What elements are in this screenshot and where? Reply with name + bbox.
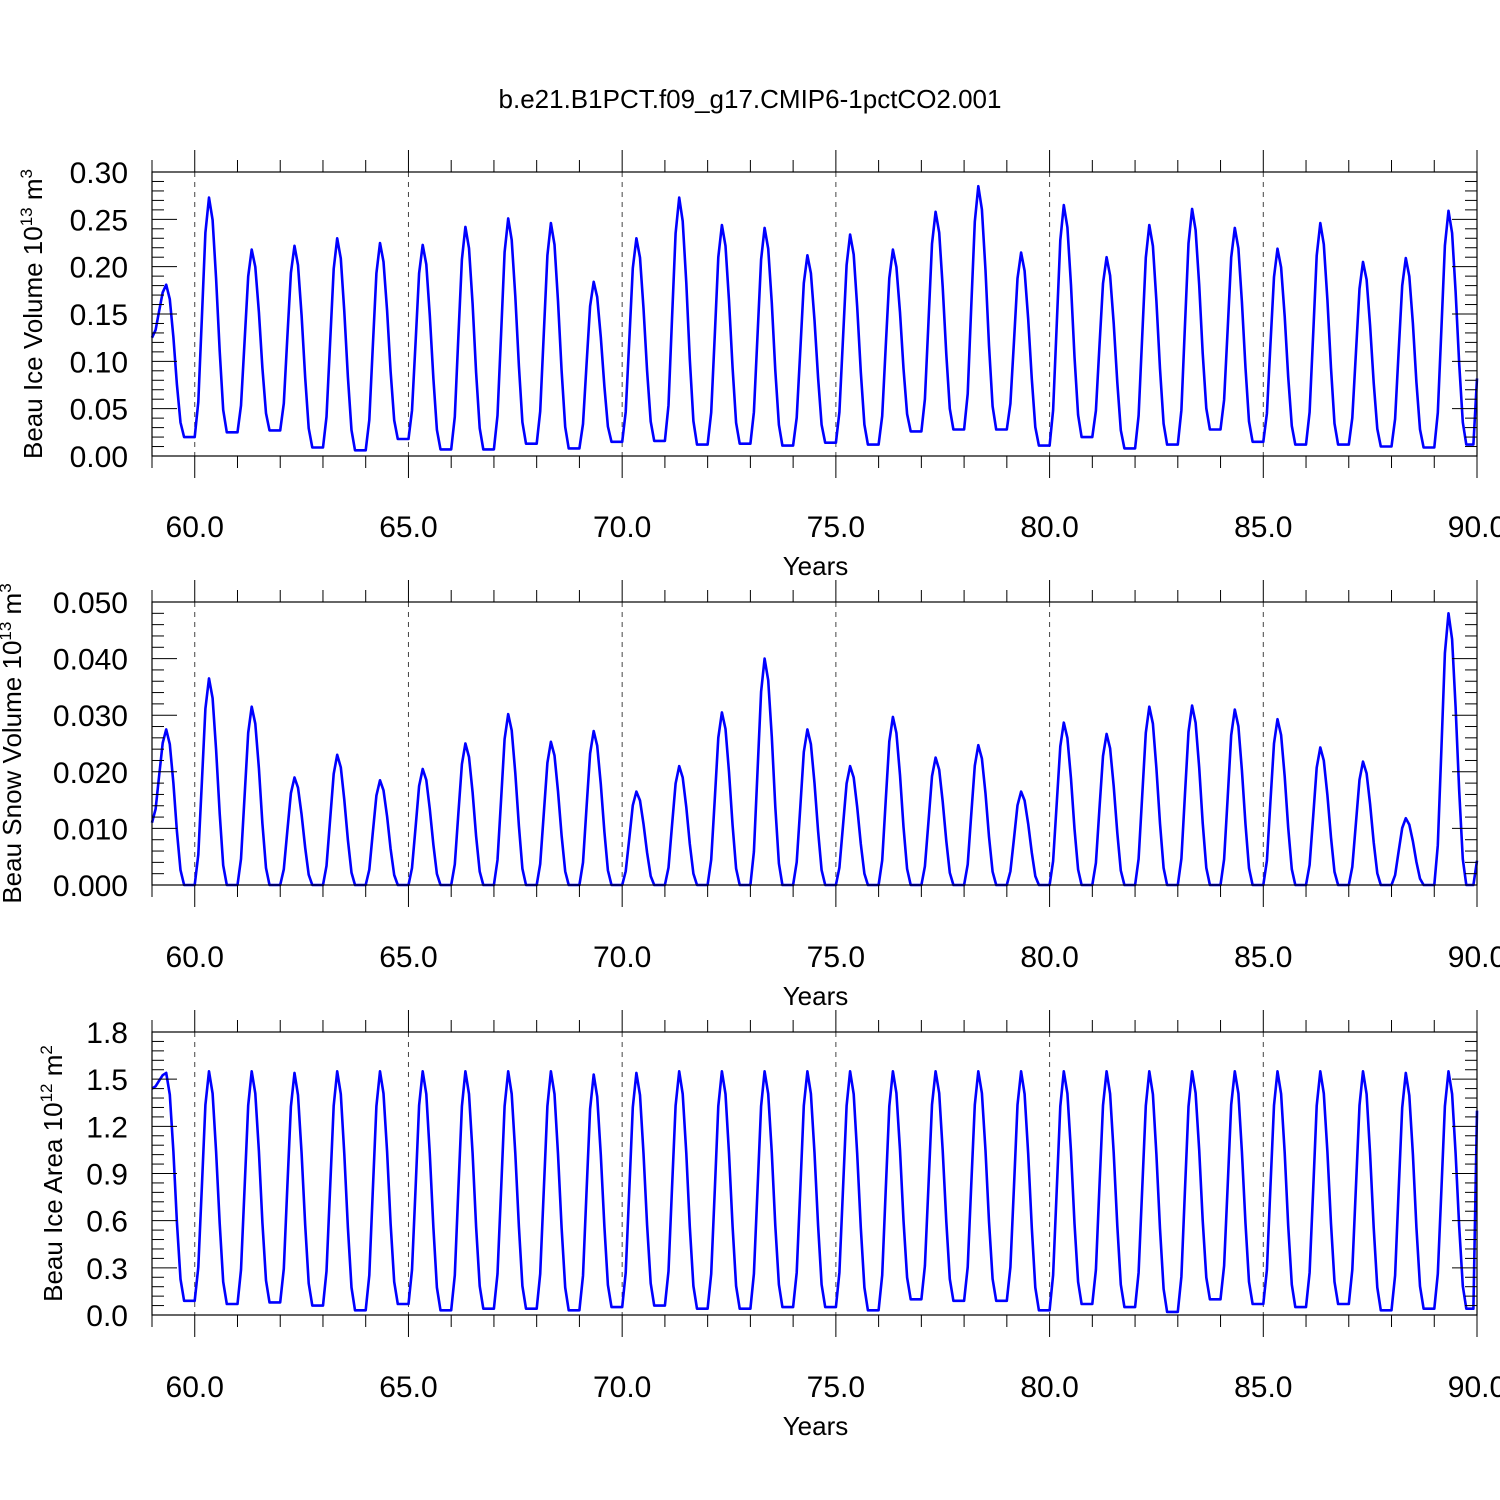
y-axis-label: Beau Snow Volume 1013 m3 [0, 583, 27, 903]
y-tick-label: 0.020 [53, 757, 128, 790]
y-tick-label: 0.030 [53, 700, 128, 733]
x-tick-label: 75.0 [807, 941, 865, 974]
x-tick-label: 65.0 [379, 941, 437, 974]
y-tick-label: 0.3 [86, 1253, 128, 1286]
y-tick-label: 1.5 [86, 1064, 128, 1097]
x-axis-label: Years [783, 551, 849, 581]
x-tick-label: 65.0 [379, 1371, 437, 1404]
x-tick-label: 85.0 [1234, 941, 1292, 974]
y-tick-label: 0.010 [53, 813, 128, 846]
y-tick-label: 0.30 [70, 157, 128, 190]
x-tick-label: 85.0 [1234, 1371, 1292, 1404]
series-line [150, 184, 1479, 452]
panel-1: 60.0 65.0 70.0 75.0 80.0 85.0 90.0 0.00 0.05 0.10… [17, 150, 1500, 581]
y-tick-label: 1.8 [86, 1017, 128, 1050]
y-tick-label: 1.2 [86, 1111, 128, 1144]
chart-title: b.e21.B1PCT.f09_g17.CMIP6-1pctCO2.001 [499, 84, 1002, 114]
x-tick-label: 90.0 [1448, 1371, 1500, 1404]
x-tick-label: 90.0 [1448, 511, 1500, 544]
panel-2: 60.0 65.0 70.0 75.0 80.0 85.0 90.0 0.000 0.010 0.… [0, 580, 1500, 1011]
x-tick-label: 85.0 [1234, 511, 1292, 544]
y-tick-label: 0.20 [70, 252, 128, 285]
y-axis-label: Beau Ice Volume 1013 m3 [17, 169, 48, 459]
y-tick-label: 0.10 [70, 346, 128, 379]
y-tick-label: 0.15 [70, 299, 128, 332]
x-tick-label: 65.0 [379, 511, 437, 544]
y-axis-label: Beau Ice Area 1012 m2 [37, 1045, 68, 1302]
x-tick-label: 70.0 [593, 1371, 651, 1404]
series-line [151, 1070, 1479, 1314]
y-tick-label: 0.050 [53, 587, 128, 620]
y-tick-label: 0.25 [70, 204, 128, 237]
x-tick-label: 70.0 [593, 941, 651, 974]
x-axis-label: Years [783, 1411, 849, 1441]
y-tick-label: 0.0 [86, 1300, 128, 1333]
x-axis-label: Years [783, 981, 849, 1011]
x-tick-label: 75.0 [807, 1371, 865, 1404]
x-tick-label: 90.0 [1448, 941, 1500, 974]
x-tick-label: 60.0 [166, 941, 224, 974]
y-tick-label: 0.9 [86, 1159, 128, 1192]
y-tick-label: 0.6 [86, 1206, 128, 1239]
y-tick-label: 0.000 [53, 870, 128, 903]
y-tick-label: 0.05 [70, 394, 128, 427]
x-tick-label: 75.0 [807, 511, 865, 544]
x-tick-label: 60.0 [166, 1371, 224, 1404]
y-tick-label: 0.040 [53, 644, 128, 677]
panel-3: 60.0 65.0 70.0 75.0 80.0 85.0 90.0 0.0 0.3 0.6 0.9… [37, 1010, 1500, 1441]
x-tick-label: 70.0 [593, 511, 651, 544]
x-tick-label: 80.0 [1020, 1371, 1078, 1404]
plot-frame [151, 601, 1478, 886]
x-tick-label: 80.0 [1020, 511, 1078, 544]
series-line [150, 612, 1479, 887]
x-tick-label: 60.0 [166, 511, 224, 544]
x-tick-label: 80.0 [1020, 941, 1078, 974]
y-tick-label: 0.00 [70, 441, 128, 474]
